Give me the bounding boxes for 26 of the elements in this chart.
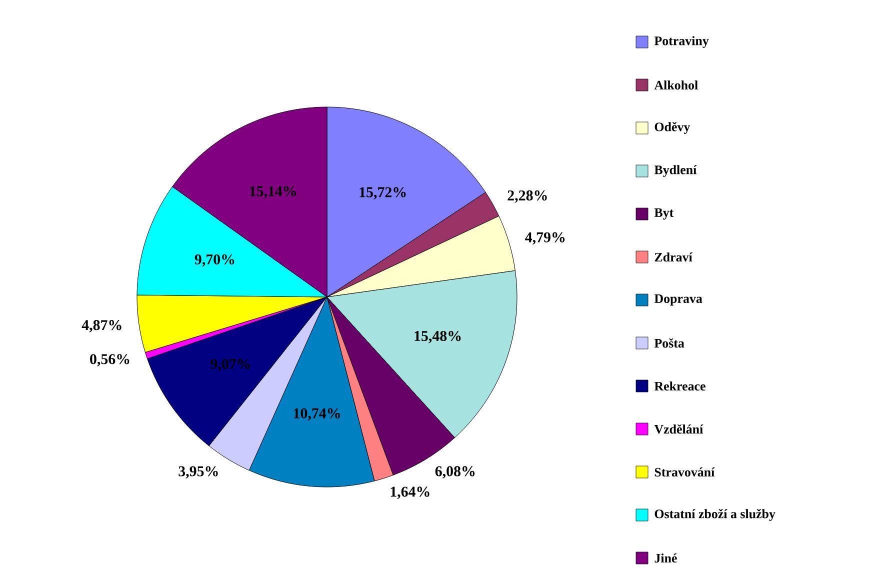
data-label: 9,07%: [210, 358, 250, 372]
legend-label: Doprava: [654, 294, 702, 306]
legend-label: Stravování: [654, 467, 715, 477]
data-label: 9,70%: [194, 254, 234, 267]
data-label: 4,87%: [82, 320, 122, 332]
legend-label: Pošta: [654, 338, 684, 348]
legend-label: Zdraví: [654, 252, 692, 262]
data-label: 15,14%: [250, 186, 296, 198]
data-label: 2,28%: [508, 190, 547, 203]
data-label: 15,48%: [414, 330, 461, 344]
data-label: 10,74%: [294, 408, 340, 421]
data-label: 0,56%: [90, 354, 130, 366]
data-label: 6,08%: [435, 466, 475, 478]
legend-label: Alkohol: [654, 80, 698, 90]
data-label: 4,79%: [525, 232, 565, 245]
legend-label: Rekreace: [654, 381, 706, 391]
legend-label: Jiné: [654, 553, 677, 563]
legend-label: Ostatní zboží a služby: [654, 509, 776, 521]
legend-label: Potraviny: [654, 36, 709, 48]
data-label: 1,64%: [390, 486, 430, 499]
legend-label: Vzdělání: [654, 424, 704, 434]
legend-label: Oděvy: [654, 122, 690, 134]
data-label: 3,95%: [178, 466, 218, 478]
legend-label: Byt: [654, 208, 674, 220]
data-label: 15,72%: [360, 187, 406, 200]
legend-label: Bydlení: [654, 165, 697, 177]
